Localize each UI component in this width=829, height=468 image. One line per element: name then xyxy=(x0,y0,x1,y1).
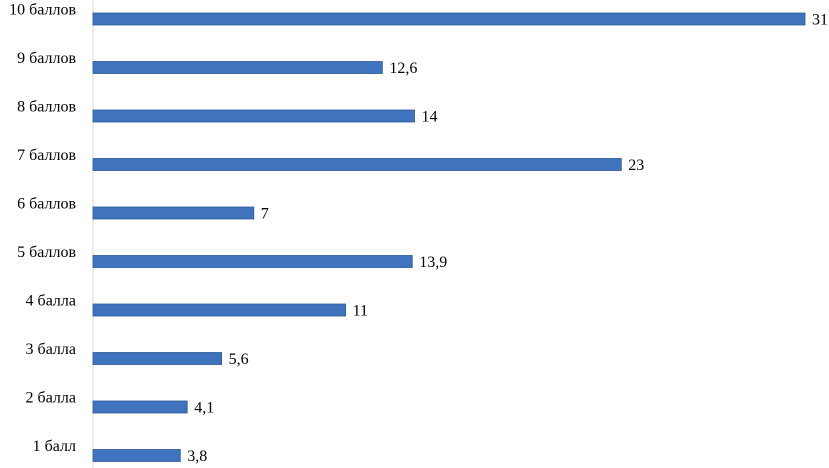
category-label: 10 баллов xyxy=(9,2,76,19)
data-label: 13,9 xyxy=(419,254,447,271)
category-label: 1 балл xyxy=(33,438,76,455)
bar xyxy=(92,109,415,123)
labels-group: 10 баллов 31 9 баллов 12,6 8 баллов 14 7 балло… xyxy=(9,2,828,466)
data-label: 12,6 xyxy=(389,60,417,77)
data-label: 5,6 xyxy=(229,351,249,368)
data-label: 11 xyxy=(353,303,368,320)
bar xyxy=(92,352,223,365)
bar xyxy=(92,206,255,220)
category-label: 8 баллов xyxy=(17,99,76,116)
bar xyxy=(92,61,383,74)
category-label: 4 балла xyxy=(26,293,76,310)
data-label: 4,1 xyxy=(194,400,214,417)
data-label: 31 xyxy=(812,12,828,29)
category-label: 6 баллов xyxy=(17,196,76,213)
bar xyxy=(92,158,622,171)
bar xyxy=(92,12,806,26)
category-label: 9 баллов xyxy=(17,50,76,67)
category-label: 2 балла xyxy=(26,390,76,407)
data-label: 23 xyxy=(628,157,644,174)
data-label: 14 xyxy=(422,109,438,126)
bars-group xyxy=(92,12,806,462)
data-label: 7 xyxy=(261,206,269,223)
bar xyxy=(92,255,413,268)
bar xyxy=(92,303,347,317)
category-label: 3 балла xyxy=(26,341,76,358)
data-label: 3,8 xyxy=(187,448,207,465)
bar xyxy=(92,449,181,462)
category-label: 5 баллов xyxy=(17,244,76,261)
bar xyxy=(92,400,188,414)
category-label: 7 баллов xyxy=(17,147,76,164)
